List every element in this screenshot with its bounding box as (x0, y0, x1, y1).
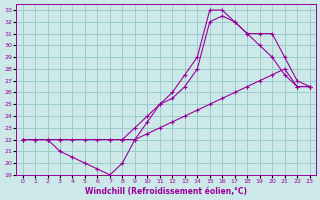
X-axis label: Windchill (Refroidissement éolien,°C): Windchill (Refroidissement éolien,°C) (85, 187, 247, 196)
